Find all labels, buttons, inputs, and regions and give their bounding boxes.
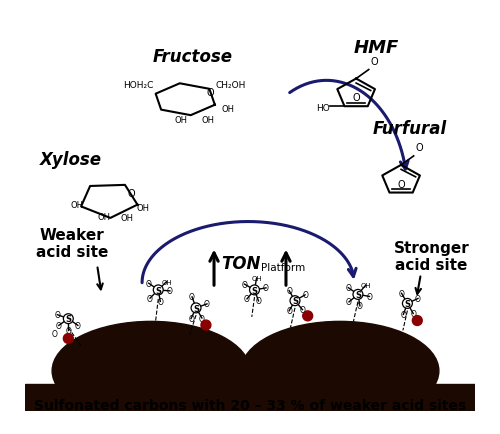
Ellipse shape — [52, 322, 250, 421]
Circle shape — [402, 299, 412, 309]
Circle shape — [64, 334, 74, 344]
Text: HMF: HMF — [354, 39, 399, 57]
Text: S: S — [252, 286, 258, 295]
Text: O: O — [410, 309, 416, 318]
Text: O: O — [400, 310, 406, 319]
Text: Stronger
acid site: Stronger acid site — [394, 240, 469, 272]
Circle shape — [250, 285, 260, 295]
Text: O: O — [128, 188, 135, 198]
Text: OH: OH — [251, 276, 262, 282]
Text: O: O — [346, 298, 352, 307]
Text: O: O — [263, 284, 269, 293]
Text: OH: OH — [71, 201, 84, 210]
Text: S: S — [66, 315, 71, 324]
Text: O: O — [204, 300, 210, 309]
Text: O: O — [66, 326, 71, 335]
Bar — [25, 385, 475, 434]
Text: S: S — [292, 297, 298, 306]
Text: O: O — [300, 306, 306, 314]
Text: O: O — [302, 291, 308, 299]
Text: O: O — [54, 310, 60, 319]
Text: O: O — [75, 321, 81, 330]
Circle shape — [191, 303, 201, 313]
Text: Sulfonated carbons with 20 – 33 % of weaker acid sites: Sulfonated carbons with 20 – 33 % of wea… — [34, 398, 466, 412]
Text: O: O — [346, 283, 352, 293]
Circle shape — [290, 296, 300, 306]
Text: S: S — [355, 290, 361, 299]
Ellipse shape — [241, 322, 439, 421]
Text: CH₂OH: CH₂OH — [215, 81, 246, 90]
Text: O: O — [242, 280, 248, 289]
Text: O: O — [147, 294, 153, 303]
Text: O: O — [158, 297, 163, 306]
Text: O: O — [256, 297, 262, 306]
Text: Xylose: Xylose — [40, 151, 102, 169]
Text: S: S — [193, 304, 199, 313]
Circle shape — [353, 290, 363, 299]
Text: O: O — [206, 88, 214, 98]
Text: O: O — [357, 302, 363, 311]
Text: S: S — [156, 286, 162, 295]
Text: O: O — [415, 294, 421, 303]
Circle shape — [201, 320, 211, 330]
Circle shape — [64, 314, 74, 324]
Text: O: O — [199, 314, 205, 323]
Circle shape — [154, 285, 163, 295]
Text: O: O — [244, 295, 250, 304]
Text: OH: OH — [174, 115, 187, 124]
Text: Platform: Platform — [261, 262, 305, 272]
Text: O: O — [167, 287, 173, 296]
Text: S: S — [404, 299, 410, 309]
Text: O: O — [146, 279, 152, 288]
Circle shape — [412, 316, 422, 326]
Text: Furfural: Furfural — [373, 120, 447, 138]
Text: OH: OH — [201, 115, 214, 124]
Text: O: O — [352, 93, 360, 103]
Text: O: O — [366, 292, 372, 301]
Text: HO: HO — [316, 104, 330, 113]
Text: O: O — [370, 56, 378, 66]
Text: O: O — [189, 293, 195, 302]
Text: TON: TON — [221, 254, 260, 272]
Text: O: O — [52, 329, 58, 338]
Text: Fructose: Fructose — [152, 48, 232, 66]
Text: O: O — [416, 142, 423, 152]
Text: OH: OH — [120, 214, 134, 223]
Circle shape — [302, 311, 312, 321]
Text: HOH₂C: HOH₂C — [124, 81, 154, 90]
Text: O: O — [286, 306, 292, 316]
Text: O: O — [398, 289, 404, 298]
Text: O: O — [398, 179, 405, 189]
Text: OH: OH — [98, 212, 111, 221]
Text: OH: OH — [360, 283, 371, 289]
Text: OH: OH — [136, 203, 149, 212]
Text: Weaker
acid site: Weaker acid site — [36, 227, 108, 260]
Text: O: O — [188, 314, 194, 323]
Text: OH: OH — [222, 105, 235, 113]
Text: O: O — [286, 286, 292, 296]
Text: OH: OH — [161, 279, 172, 285]
Text: O: O — [56, 321, 62, 330]
